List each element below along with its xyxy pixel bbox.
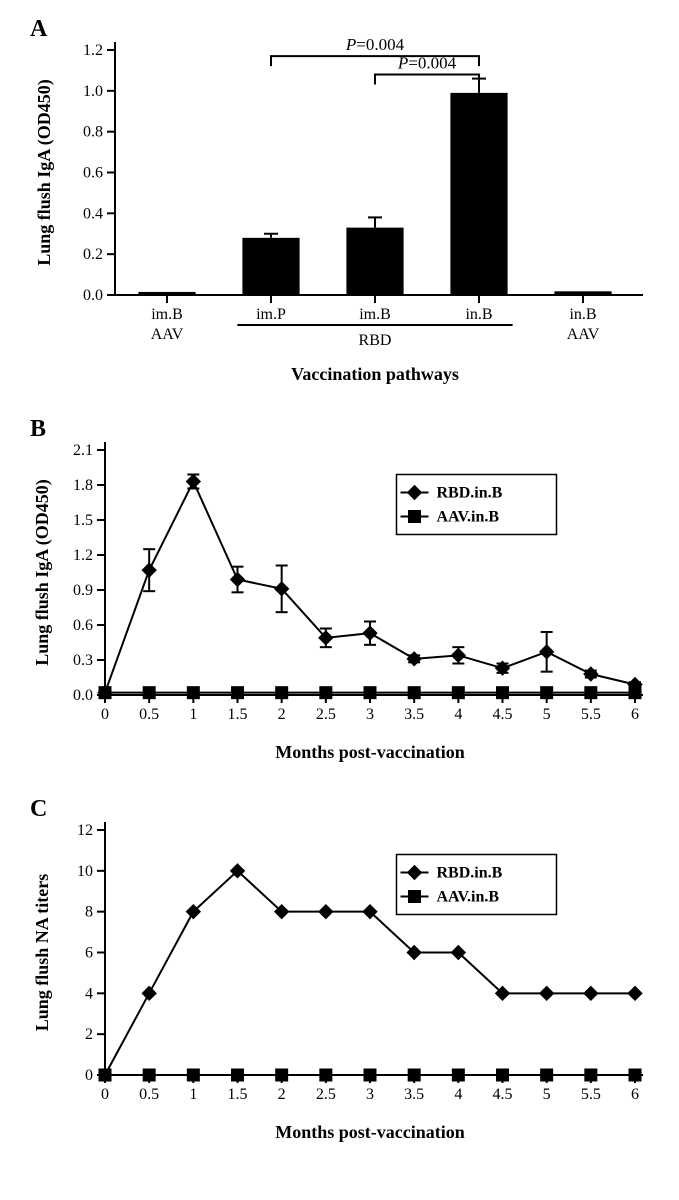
svg-text:Lung flush IgA (OD450): Lung flush IgA (OD450) bbox=[32, 479, 53, 666]
svg-text:1.5: 1.5 bbox=[73, 512, 93, 529]
svg-text:0: 0 bbox=[85, 1067, 93, 1084]
panel-b: B 0.00.30.60.91.21.51.82.100.511.522.533… bbox=[20, 420, 660, 770]
svg-text:1.2: 1.2 bbox=[73, 547, 93, 564]
svg-text:Vaccination pathways: Vaccination pathways bbox=[291, 364, 459, 384]
svg-text:3.5: 3.5 bbox=[404, 1086, 424, 1103]
svg-text:3: 3 bbox=[366, 1086, 374, 1103]
svg-text:in.B: in.B bbox=[569, 306, 596, 323]
panel-a: A 0.00.20.40.60.81.01.2im.BAAVim.Pim.Bin… bbox=[20, 20, 660, 390]
svg-text:4.5: 4.5 bbox=[493, 1086, 513, 1103]
svg-text:0.0: 0.0 bbox=[83, 287, 103, 304]
svg-text:2.1: 2.1 bbox=[73, 442, 93, 459]
svg-text:8: 8 bbox=[85, 904, 93, 921]
svg-text:2: 2 bbox=[278, 1086, 286, 1103]
svg-text:in.B: in.B bbox=[465, 306, 492, 323]
svg-text:0.6: 0.6 bbox=[73, 617, 93, 634]
svg-text:6: 6 bbox=[631, 706, 639, 723]
svg-text:RBD.in.B: RBD.in.B bbox=[437, 485, 503, 502]
svg-text:1.5: 1.5 bbox=[228, 1086, 248, 1103]
svg-text:P=0.004: P=0.004 bbox=[397, 54, 457, 73]
svg-text:0.3: 0.3 bbox=[73, 652, 93, 669]
panel-c-chart: 0 2 4 6 8 10 12 0 0.5 1 1.5 2 2.5 3 3.5 4 4.5 5 5.5 6 RBD.in… bbox=[20, 800, 660, 1150]
svg-text:2: 2 bbox=[278, 706, 286, 723]
svg-text:1: 1 bbox=[189, 1086, 197, 1103]
svg-text:0.5: 0.5 bbox=[139, 1086, 159, 1103]
svg-text:Months post-vaccination: Months post-vaccination bbox=[275, 1122, 465, 1142]
svg-text:RBD: RBD bbox=[359, 332, 392, 349]
svg-text:RBD.in.B: RBD.in.B bbox=[437, 865, 503, 882]
panel-b-label: B bbox=[30, 416, 46, 443]
svg-text:4: 4 bbox=[454, 1086, 462, 1103]
svg-text:0.5: 0.5 bbox=[139, 706, 159, 723]
svg-text:AAV.in.B: AAV.in.B bbox=[437, 889, 500, 906]
svg-text:5.5: 5.5 bbox=[581, 706, 601, 723]
svg-text:10: 10 bbox=[77, 863, 93, 880]
svg-text:0.2: 0.2 bbox=[83, 246, 103, 263]
svg-text:6: 6 bbox=[85, 945, 93, 962]
svg-text:5: 5 bbox=[543, 706, 551, 723]
svg-text:0.8: 0.8 bbox=[83, 124, 103, 141]
svg-text:0.4: 0.4 bbox=[83, 205, 103, 222]
svg-text:AAV: AAV bbox=[151, 326, 184, 343]
svg-text:1: 1 bbox=[189, 706, 197, 723]
svg-text:12: 12 bbox=[77, 822, 93, 839]
figure-container: A 0.00.20.40.60.81.01.2im.BAAVim.Pim.Bin… bbox=[20, 20, 660, 1150]
svg-text:6: 6 bbox=[631, 1086, 639, 1103]
svg-text:0.0: 0.0 bbox=[73, 687, 93, 704]
svg-text:im.B: im.B bbox=[359, 306, 391, 323]
svg-text:1.5: 1.5 bbox=[228, 706, 248, 723]
panel-c: C 02468101200.511.522.533.544.555.56RBD.… bbox=[20, 800, 660, 1150]
svg-text:0: 0 bbox=[101, 1086, 109, 1103]
svg-text:2.5: 2.5 bbox=[316, 706, 336, 723]
svg-text:0: 0 bbox=[101, 706, 109, 723]
svg-text:im.P: im.P bbox=[256, 306, 286, 323]
svg-text:Lung flush IgA (OD450): Lung flush IgA (OD450) bbox=[34, 79, 55, 266]
svg-text:im.B: im.B bbox=[151, 306, 183, 323]
panel-a-label: A bbox=[30, 16, 47, 43]
panel-c-label: C bbox=[30, 796, 47, 823]
svg-text:AAV.in.B: AAV.in.B bbox=[437, 509, 500, 526]
svg-text:1.8: 1.8 bbox=[73, 477, 93, 494]
svg-text:5: 5 bbox=[543, 1086, 551, 1103]
svg-text:P=0.004: P=0.004 bbox=[345, 35, 405, 54]
svg-text:Lung flush NA titers: Lung flush NA titers bbox=[32, 874, 52, 1032]
svg-text:2.5: 2.5 bbox=[316, 1086, 336, 1103]
svg-text:1.2: 1.2 bbox=[83, 42, 103, 59]
svg-text:2: 2 bbox=[85, 1026, 93, 1043]
svg-text:0.9: 0.9 bbox=[73, 582, 93, 599]
svg-text:0.6: 0.6 bbox=[83, 165, 103, 182]
panel-b-chart: 0.0 0.3 0.6 0.9 1.2 1.5 1.8 2.1 0 0.5 1 1.5 2 2.5 3 3.5… bbox=[20, 420, 660, 770]
svg-text:4: 4 bbox=[85, 985, 93, 1002]
svg-text:3: 3 bbox=[366, 706, 374, 723]
panel-a-chart: 0.0 0.2 0.4 0.6 0.8 1.0 1.2 im.B AAV im.P im.B in.B… bbox=[20, 20, 660, 390]
svg-text:1.0: 1.0 bbox=[83, 83, 103, 100]
svg-text:AAV: AAV bbox=[567, 326, 600, 343]
svg-text:5.5: 5.5 bbox=[581, 1086, 601, 1103]
svg-text:Months post-vaccination: Months post-vaccination bbox=[275, 742, 465, 762]
svg-text:4: 4 bbox=[454, 706, 462, 723]
svg-text:4.5: 4.5 bbox=[493, 706, 513, 723]
svg-text:3.5: 3.5 bbox=[404, 706, 424, 723]
